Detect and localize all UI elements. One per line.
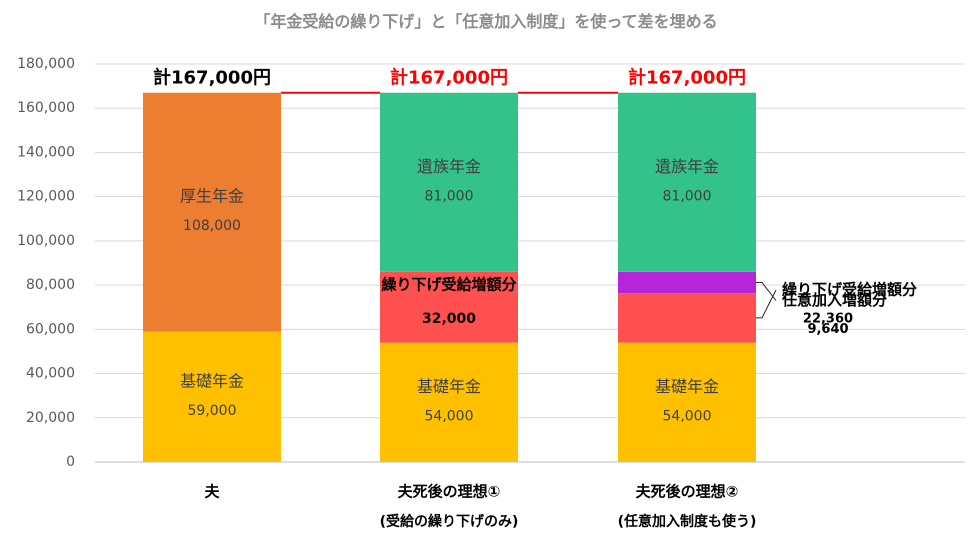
- segment-value-label: 59,000: [188, 403, 237, 419]
- segment-name-label: 厚生年金: [180, 187, 244, 206]
- callout-name-label: 繰り下げ受給増額分: [782, 280, 917, 298]
- category-label: 夫死後の理想②: [636, 483, 739, 501]
- segment-value-label: 54,000: [425, 408, 474, 424]
- bar-total-label: 計167,000円: [390, 67, 508, 89]
- bar-segment-2-2: [618, 271, 756, 294]
- y-tick-label: 180,000: [17, 56, 75, 72]
- callout-leader-line: [756, 289, 777, 319]
- bar-total-label: 計167,000円: [153, 67, 271, 89]
- segment-value-label: 32,000: [422, 311, 476, 327]
- segment-name-label: 基礎年金: [655, 377, 719, 396]
- category-label: 夫: [204, 483, 220, 501]
- category-sublabel: (任意加入制度も使う): [618, 513, 757, 530]
- segment-value-label: 54,000: [663, 408, 712, 424]
- bar-segment-1-1: [380, 271, 518, 343]
- segment-name-label: 遺族年金: [655, 157, 719, 176]
- callout-name-label: 任意加入増額分: [781, 291, 887, 309]
- segment-value-label: 108,000: [183, 218, 241, 234]
- bar-segment-2-0: [618, 342, 756, 462]
- y-tick-label: 40,000: [26, 366, 75, 382]
- callout-value-label: 22,360: [803, 311, 853, 326]
- category-sublabel: (受給の繰り下げのみ): [380, 513, 519, 530]
- y-tick-label: 0: [66, 454, 75, 470]
- segment-value-label: 81,000: [663, 188, 712, 204]
- y-tick-label: 140,000: [17, 144, 75, 160]
- y-tick-label: 80,000: [26, 277, 75, 293]
- segment-name-label: 基礎年金: [417, 377, 481, 396]
- bar-segment-0-3: [143, 92, 281, 332]
- y-tick-label: 160,000: [17, 100, 75, 116]
- bar-segment-1-4: [380, 92, 518, 272]
- category-label: 夫死後の理想①: [398, 483, 501, 501]
- y-tick-label: 120,000: [17, 189, 75, 205]
- y-tick-label: 100,000: [17, 233, 75, 249]
- segment-value-label: 81,000: [425, 188, 474, 204]
- callout-leader-line: [756, 282, 777, 301]
- y-tick-label: 20,000: [26, 410, 75, 426]
- y-tick-label: 60,000: [26, 321, 75, 337]
- bar-segment-0-0: [143, 331, 281, 462]
- bar-total-label: 計167,000円: [628, 67, 746, 89]
- segment-name-label: 基礎年金: [180, 371, 244, 390]
- callout-value-label: 9,640: [807, 322, 848, 337]
- chart-title: 「年金受給の繰り下げ」と「任意加入制度」を使って差を埋める: [254, 12, 718, 31]
- segment-name-label: 繰り下げ受給増額分: [381, 276, 516, 294]
- bar-segment-2-1: [618, 293, 756, 343]
- bar-segment-2-4: [618, 92, 756, 272]
- bar-segment-1-0: [380, 342, 518, 462]
- segment-name-label: 遺族年金: [417, 157, 481, 176]
